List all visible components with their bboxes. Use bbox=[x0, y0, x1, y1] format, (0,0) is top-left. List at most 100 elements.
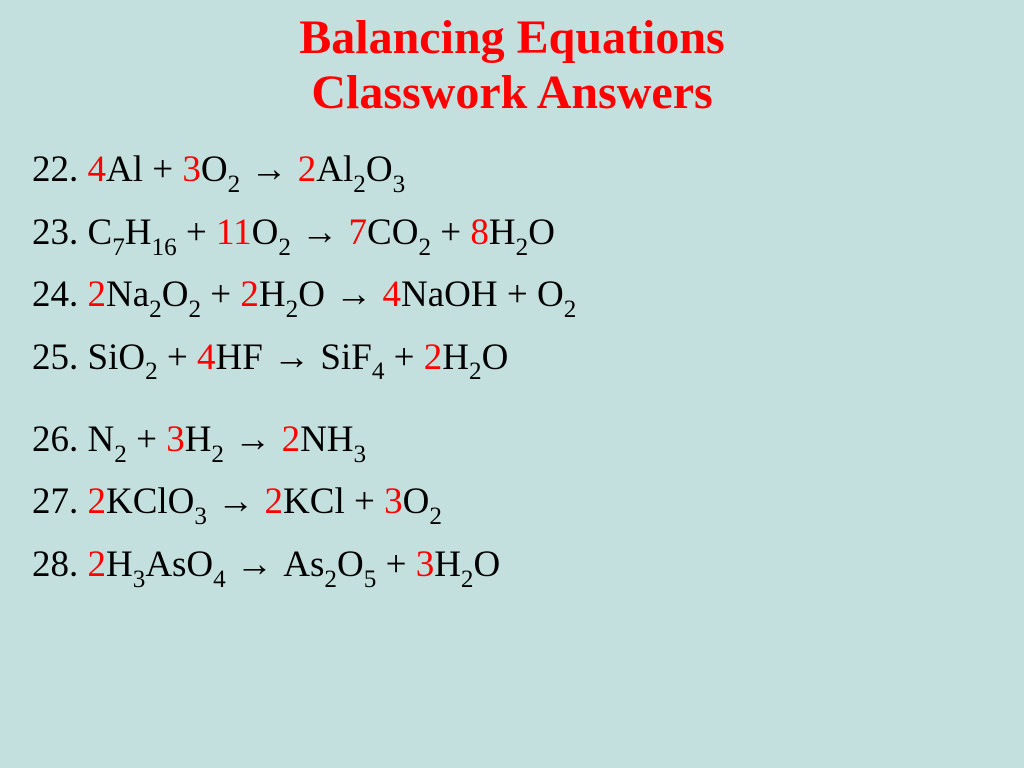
element: O bbox=[537, 274, 564, 315]
operator: + bbox=[431, 212, 470, 253]
coefficient: 4 bbox=[383, 274, 402, 315]
equations-list: 22. 4Al + 3O2 → 2Al2O323. C7H16 + 11O2 →… bbox=[0, 140, 1024, 597]
arrow-icon: → bbox=[207, 480, 265, 521]
operator: + bbox=[376, 544, 415, 585]
subscript: 2 bbox=[278, 234, 291, 261]
element: O bbox=[528, 212, 555, 253]
coefficient: 4 bbox=[197, 337, 216, 378]
equation-row: 24. 2Na2O2 + 2H2O → 4NaOH + O2 bbox=[32, 265, 1024, 327]
coefficient: 3 bbox=[182, 149, 201, 190]
coefficient: 2 bbox=[298, 149, 317, 190]
operator: + bbox=[143, 149, 182, 190]
equation-number: 22. bbox=[32, 149, 88, 190]
equation-row: 26. N2 + 3H2 → 2NH3 bbox=[32, 410, 1024, 472]
subscript: 2 bbox=[469, 358, 482, 385]
subscript: 3 bbox=[194, 503, 207, 530]
coefficient: 2 bbox=[88, 481, 107, 522]
subscript: 2 bbox=[461, 566, 474, 593]
element: N bbox=[88, 419, 115, 460]
arrow-icon: → bbox=[240, 148, 298, 189]
equation-number: 27. bbox=[32, 481, 88, 522]
coefficient: 2 bbox=[88, 544, 107, 585]
operator: + bbox=[498, 274, 537, 315]
element: KCl bbox=[283, 481, 345, 522]
element: H bbox=[442, 337, 469, 378]
coefficient: 2 bbox=[88, 274, 107, 315]
title-line-2: Classwork Answers bbox=[0, 65, 1024, 120]
operator: + bbox=[384, 337, 423, 378]
element: O bbox=[252, 212, 279, 253]
equation-row: 25. SiO2 + 4HF → SiF4 + 2H2O bbox=[32, 328, 1024, 390]
operator: + bbox=[177, 212, 216, 253]
equation-number: 26. bbox=[32, 419, 88, 460]
arrow-icon: → bbox=[291, 211, 349, 252]
title-line-1: Balancing Equations bbox=[0, 10, 1024, 65]
equation-number: 23. bbox=[32, 212, 88, 253]
coefficient: 3 bbox=[416, 544, 435, 585]
subscript: 2 bbox=[516, 234, 529, 261]
equation-number: 28. bbox=[32, 544, 88, 585]
element: H bbox=[489, 212, 516, 253]
subscript: 2 bbox=[418, 234, 431, 261]
subscript: 2 bbox=[353, 171, 366, 198]
element: NH bbox=[300, 419, 353, 460]
coefficient: 8 bbox=[470, 212, 489, 253]
element: SiF bbox=[320, 337, 371, 378]
element: O bbox=[298, 274, 325, 315]
subscript: 16 bbox=[152, 234, 177, 261]
subscript: 2 bbox=[228, 171, 241, 198]
subscript: 2 bbox=[149, 296, 162, 323]
coefficient: 3 bbox=[384, 481, 403, 522]
element: O bbox=[201, 149, 228, 190]
element: O bbox=[482, 337, 509, 378]
equation-row: 27. 2KClO3 → 2KCl + 3O2 bbox=[32, 472, 1024, 534]
coefficient: 2 bbox=[282, 419, 301, 460]
equation-row: 22. 4Al + 3O2 → 2Al2O3 bbox=[32, 140, 1024, 202]
element: H bbox=[125, 212, 152, 253]
subscript: 2 bbox=[211, 441, 224, 468]
equation-number: 24. bbox=[32, 274, 88, 315]
operator: + bbox=[158, 337, 197, 378]
element: Al bbox=[106, 149, 143, 190]
element: C bbox=[88, 212, 113, 253]
element: O bbox=[162, 274, 189, 315]
element: H bbox=[106, 544, 133, 585]
equation-number: 25. bbox=[32, 337, 88, 378]
coefficient: 2 bbox=[240, 274, 259, 315]
operator: + bbox=[127, 419, 166, 460]
coefficient: 11 bbox=[216, 212, 252, 253]
slide-title: Balancing Equations Classwork Answers bbox=[0, 0, 1024, 140]
element: NaOH bbox=[401, 274, 498, 315]
element: H bbox=[434, 544, 461, 585]
subscript: 2 bbox=[114, 441, 127, 468]
element: CO bbox=[367, 212, 418, 253]
operator: + bbox=[345, 481, 384, 522]
subscript: 2 bbox=[188, 296, 201, 323]
element: HF bbox=[216, 337, 263, 378]
arrow-icon: → bbox=[263, 336, 321, 377]
element: Al bbox=[316, 149, 353, 190]
arrow-icon: → bbox=[325, 273, 383, 314]
coefficient: 2 bbox=[265, 481, 284, 522]
subscript: 2 bbox=[564, 296, 577, 323]
coefficient: 7 bbox=[349, 212, 368, 253]
subscript: 2 bbox=[429, 503, 442, 530]
subscript: 3 bbox=[354, 441, 367, 468]
subscript: 4 bbox=[372, 358, 385, 385]
subscript: 2 bbox=[145, 358, 158, 385]
arrow-icon: → bbox=[224, 418, 282, 459]
element: KClO bbox=[106, 481, 194, 522]
element: Na bbox=[106, 274, 149, 315]
element: SiO bbox=[88, 337, 146, 378]
subscript: 3 bbox=[133, 566, 146, 593]
subscript: 2 bbox=[324, 566, 337, 593]
equation-row: 28. 2H3AsO4 → As2O5 + 3H2O bbox=[32, 535, 1024, 597]
element: AsO bbox=[145, 544, 213, 585]
coefficient: 3 bbox=[166, 419, 185, 460]
subscript: 2 bbox=[286, 296, 299, 323]
element: As bbox=[283, 544, 324, 585]
element: O bbox=[337, 544, 364, 585]
element: O bbox=[366, 149, 393, 190]
operator: + bbox=[201, 274, 240, 315]
subscript: 4 bbox=[213, 566, 226, 593]
